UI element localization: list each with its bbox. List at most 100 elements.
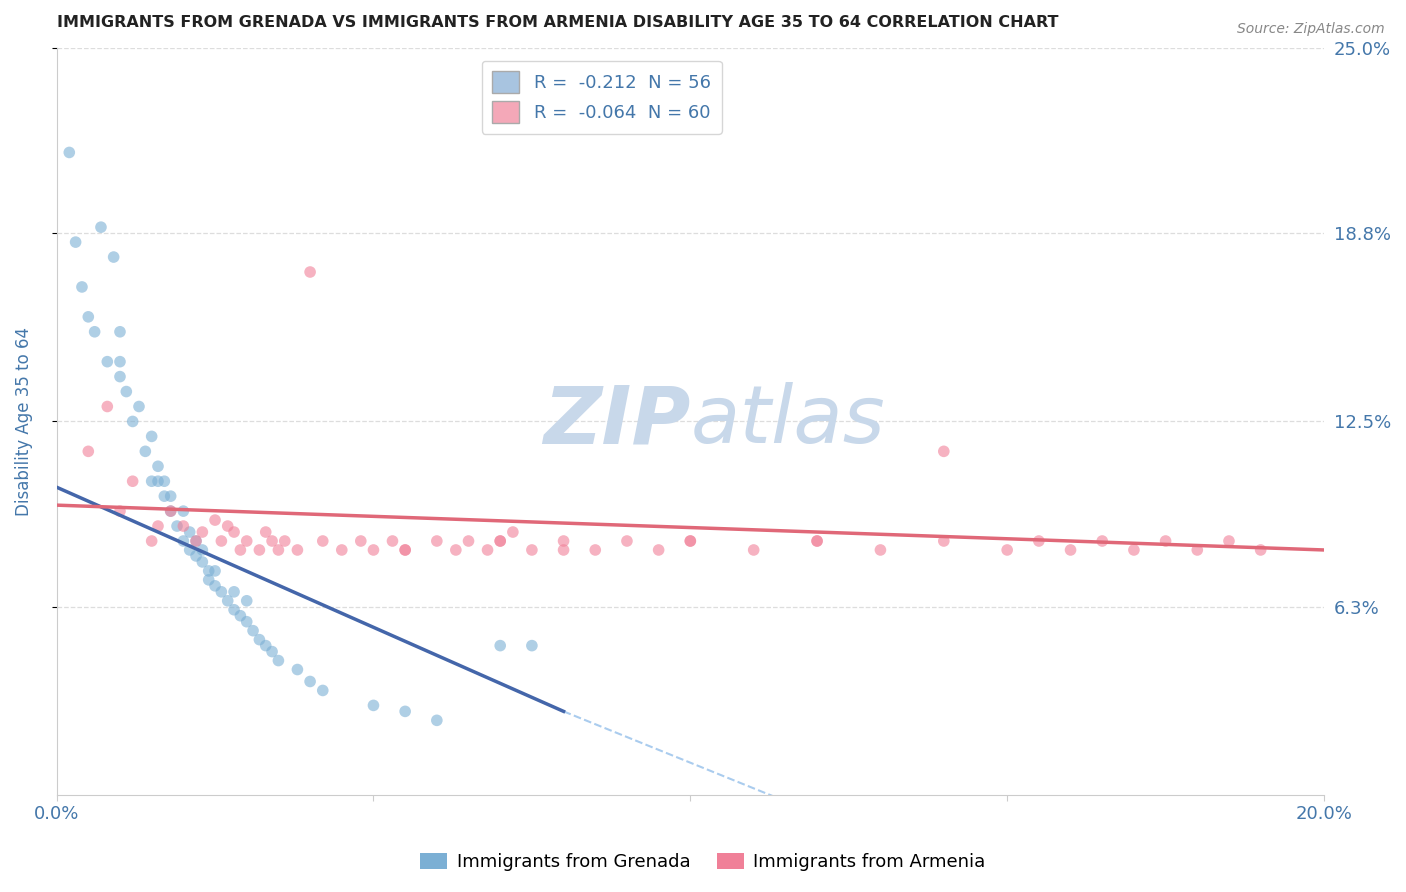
Point (235, 534, 257, 549)
Point (426, 714, 449, 728)
Point (742, 543, 765, 558)
Point (444, 543, 467, 558)
Point (141, 429, 163, 443)
Point (553, 534, 575, 549)
Point (115, 384, 138, 399)
Point (477, 543, 499, 558)
Point (932, 444, 955, 458)
Point (394, 705, 416, 719)
Point (121, 414, 143, 428)
Point (146, 459, 169, 474)
Point (77, 310, 100, 324)
Point (1250, 543, 1272, 558)
Point (58, 145, 80, 160)
Point (70, 280, 93, 294)
Point (172, 519, 194, 533)
Point (381, 534, 404, 549)
Point (96, 400, 118, 414)
Point (65, 235, 87, 249)
Point (159, 504, 181, 518)
Point (179, 524, 201, 539)
Point (489, 639, 512, 653)
Point (108, 325, 131, 339)
Text: IMMIGRANTS FROM GRENADA VS IMMIGRANTS FROM ARMENIA DISABILITY AGE 35 TO 64 CORRE: IMMIGRANTS FROM GRENADA VS IMMIGRANTS FR… (56, 15, 1059, 30)
Point (262, 534, 284, 549)
Point (457, 534, 479, 549)
Point (217, 519, 239, 533)
Point (520, 543, 543, 558)
Point (363, 698, 385, 713)
Point (312, 534, 335, 549)
Point (254, 639, 277, 653)
Point (159, 504, 181, 518)
Point (1059, 543, 1081, 558)
Point (235, 594, 257, 608)
Point (197, 564, 219, 578)
Point (222, 603, 245, 617)
Point (77, 444, 100, 458)
Point (247, 632, 270, 647)
Point (235, 615, 257, 629)
Point (394, 543, 416, 558)
Point (254, 524, 277, 539)
Point (191, 555, 214, 569)
Point (146, 474, 169, 488)
Point (267, 543, 290, 558)
Point (489, 534, 512, 549)
Point (312, 683, 335, 698)
Point (108, 369, 131, 384)
Point (647, 543, 669, 558)
Point (204, 513, 226, 527)
Point (1091, 534, 1114, 549)
Text: Source: ZipAtlas.com: Source: ZipAtlas.com (1237, 22, 1385, 37)
Point (520, 639, 543, 653)
Point (172, 534, 194, 549)
Point (1187, 543, 1209, 558)
Point (108, 354, 131, 368)
Point (1028, 534, 1050, 549)
Point (141, 474, 163, 488)
Point (583, 543, 606, 558)
Point (134, 444, 156, 458)
Point (350, 534, 373, 549)
Point (209, 584, 232, 599)
Point (299, 674, 322, 689)
Point (191, 543, 214, 558)
Point (166, 519, 188, 533)
Text: ZIP: ZIP (543, 383, 690, 460)
Legend: R =  -0.212  N = 56, R =  -0.064  N = 60: R = -0.212 N = 56, R = -0.064 N = 60 (481, 61, 721, 134)
Legend: Immigrants from Grenada, Immigrants from Armenia: Immigrants from Grenada, Immigrants from… (413, 846, 993, 879)
Point (679, 534, 702, 549)
Point (96, 354, 118, 368)
Y-axis label: Disability Age 35 to 64: Disability Age 35 to 64 (15, 327, 32, 516)
Point (806, 534, 828, 549)
Point (90, 220, 112, 235)
Point (869, 543, 891, 558)
Point (103, 250, 125, 264)
Point (83, 325, 105, 339)
Point (287, 543, 309, 558)
Point (172, 504, 194, 518)
Point (204, 564, 226, 578)
Point (222, 584, 245, 599)
Point (267, 654, 290, 668)
Point (616, 534, 638, 549)
Point (229, 543, 252, 558)
Point (217, 594, 239, 608)
Point (363, 543, 385, 558)
Point (184, 534, 207, 549)
Point (179, 543, 201, 558)
Point (121, 474, 143, 488)
Point (262, 644, 284, 658)
Point (287, 663, 309, 677)
Point (394, 543, 416, 558)
Point (806, 534, 828, 549)
Point (247, 543, 270, 558)
Point (141, 534, 163, 549)
Point (242, 624, 264, 638)
Point (128, 400, 150, 414)
Point (229, 608, 252, 623)
Point (209, 534, 232, 549)
Point (553, 543, 575, 558)
Point (108, 504, 131, 518)
